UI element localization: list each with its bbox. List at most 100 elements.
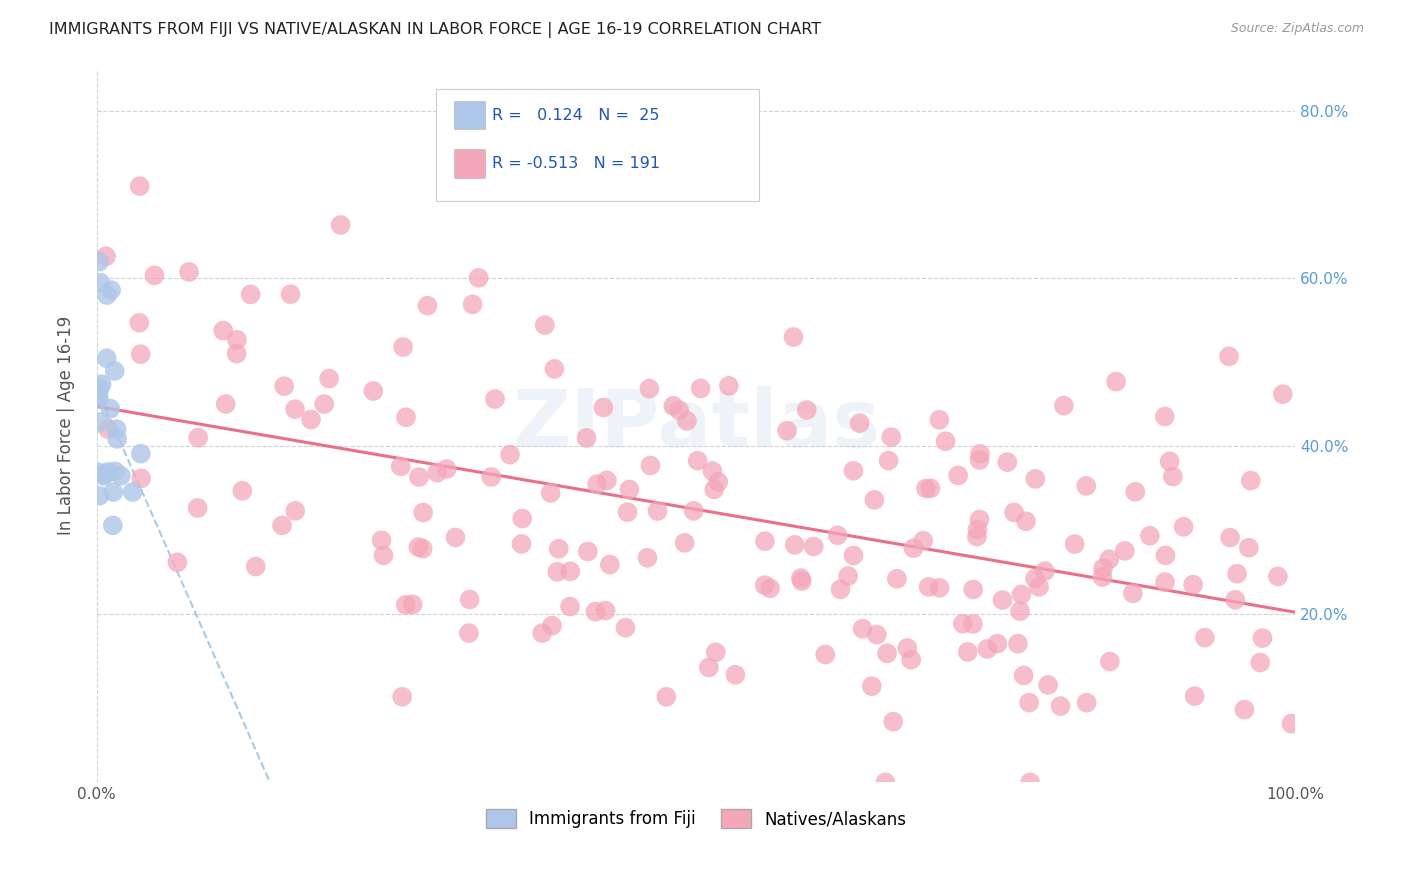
Point [796, 403, 818, 417]
Point [724, 667, 747, 681]
Point [412, 541, 434, 556]
Point [484, 392, 506, 406]
Point [969, 447, 991, 461]
Point [416, 299, 439, 313]
Point [391, 690, 413, 704]
Point [105, 422, 128, 436]
Point [395, 410, 418, 425]
Text: IMMIGRANTS FROM FIJI VS NATIVE/ALASKAN IN LABOR FORCE | AGE 16-19 CORRELATION CH: IMMIGRANTS FROM FIJI VS NATIVE/ALASKAN I… [49, 22, 821, 38]
Point [1182, 577, 1205, 591]
Point [754, 534, 776, 549]
Point [851, 622, 873, 636]
Point [790, 574, 813, 588]
Point [882, 714, 904, 729]
Point [426, 466, 449, 480]
Point [329, 218, 352, 232]
Point [543, 362, 565, 376]
Point [461, 297, 484, 311]
Text: Source: ZipAtlas.com: Source: ZipAtlas.com [1230, 22, 1364, 36]
Point [128, 179, 150, 194]
Point [444, 531, 467, 545]
Point [87, 465, 110, 479]
Point [776, 424, 799, 438]
Point [1267, 569, 1289, 583]
Point [966, 530, 988, 544]
Point [1240, 474, 1263, 488]
Point [673, 536, 696, 550]
Point [1218, 350, 1240, 364]
Point [969, 512, 991, 526]
Point [1098, 552, 1121, 566]
Point [245, 559, 267, 574]
Point [1279, 716, 1302, 731]
Point [395, 598, 418, 612]
Point [436, 462, 458, 476]
Point [1251, 631, 1274, 645]
Point [827, 528, 849, 542]
Point [94, 467, 117, 481]
Point [619, 483, 641, 497]
Point [614, 621, 637, 635]
Point [668, 403, 690, 417]
Point [1053, 399, 1076, 413]
Point [547, 541, 569, 556]
Point [96, 351, 118, 366]
Point [89, 415, 111, 429]
Point [510, 511, 533, 525]
Point [187, 431, 209, 445]
Point [458, 592, 481, 607]
Point [995, 455, 1018, 469]
Point [1012, 668, 1035, 682]
Point [1091, 570, 1114, 584]
Point [991, 593, 1014, 607]
Point [143, 268, 166, 283]
Point [1139, 529, 1161, 543]
Point [1153, 409, 1175, 424]
Point [1154, 549, 1177, 563]
Point [1033, 564, 1056, 578]
Point [1063, 537, 1085, 551]
Point [1194, 631, 1216, 645]
Point [595, 603, 617, 617]
Point [314, 397, 336, 411]
Point [917, 580, 939, 594]
Point [1249, 656, 1271, 670]
Point [866, 628, 889, 642]
Point [215, 397, 238, 411]
Point [830, 582, 852, 597]
Point [273, 379, 295, 393]
Point [110, 468, 132, 483]
Point [212, 324, 235, 338]
Point [676, 414, 699, 428]
Point [647, 504, 669, 518]
Point [583, 605, 606, 619]
Point [842, 549, 865, 563]
Point [280, 287, 302, 301]
Point [239, 287, 262, 301]
Point [952, 616, 974, 631]
Point [101, 518, 124, 533]
Point [87, 388, 110, 402]
Point [318, 371, 340, 385]
Point [703, 483, 725, 497]
Point [1114, 544, 1136, 558]
Point [682, 504, 704, 518]
Point [575, 431, 598, 445]
Point [284, 504, 307, 518]
Point [638, 382, 661, 396]
Point [534, 318, 557, 332]
Point [546, 565, 568, 579]
Point [1076, 479, 1098, 493]
Point [1024, 472, 1046, 486]
Point [1226, 566, 1249, 581]
Point [1015, 514, 1038, 528]
Text: ZIPatlas: ZIPatlas [512, 386, 880, 465]
Point [128, 316, 150, 330]
Point [531, 626, 554, 640]
Point [928, 581, 950, 595]
Point [586, 477, 609, 491]
Point [790, 571, 813, 585]
Point [842, 464, 865, 478]
Point [686, 453, 709, 467]
Point [558, 599, 581, 614]
